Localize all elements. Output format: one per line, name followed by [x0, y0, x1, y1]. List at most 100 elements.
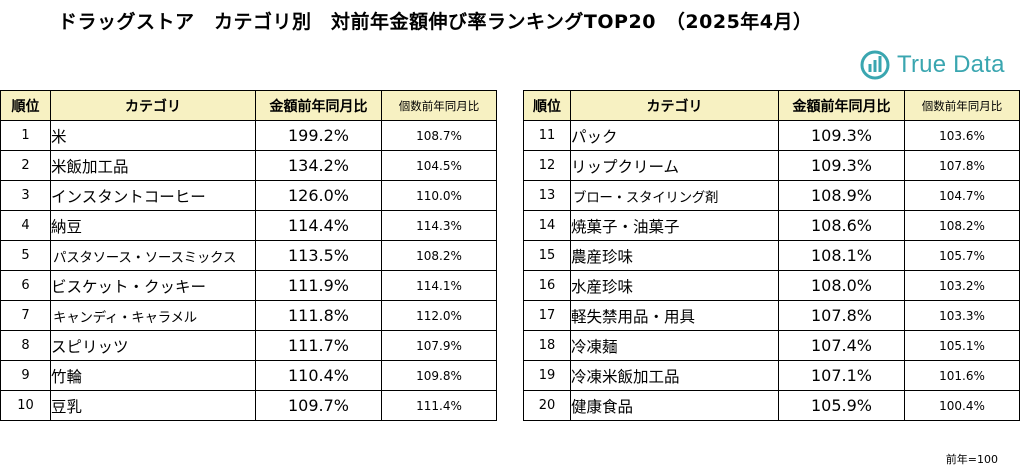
rank-cell: 1 [0, 120, 51, 151]
table-row: 13 ブロー・スタイリング剤 108.9% 104.7% [523, 180, 1020, 211]
category-cell: ブロー・スタイリング剤 [570, 180, 779, 211]
rank-cell: 6 [0, 270, 51, 301]
table-row: 9 竹輪 110.4% 109.8% [0, 360, 497, 391]
category-cell: 冷凍麺 [570, 330, 779, 361]
amount-yoy-cell: 109.3% [778, 150, 905, 181]
table-row: 5 パスタソース・ソースミックス 113.5% 108.2% [0, 240, 497, 271]
amount-yoy-cell: 108.1% [778, 240, 905, 271]
count-yoy-cell: 108.7% [381, 120, 497, 151]
category-cell: 米 [50, 120, 256, 151]
amount-yoy-cell: 107.1% [778, 360, 905, 391]
count-yoy-cell: 108.2% [904, 210, 1020, 241]
table-row: 16 水産珍味 108.0% 103.2% [523, 270, 1020, 301]
amount-yoy-cell: 107.4% [778, 330, 905, 361]
amount-yoy-cell: 108.0% [778, 270, 905, 301]
count-yoy-cell: 104.7% [904, 180, 1020, 211]
rank-cell: 19 [523, 360, 571, 391]
amount-yoy-cell: 114.4% [255, 210, 382, 241]
count-yoy-cell: 105.7% [904, 240, 1020, 271]
rank-cell: 15 [523, 240, 571, 271]
category-cell: 米飯加工品 [50, 150, 256, 181]
header-count-yoy: 個数前年同月比 [904, 90, 1020, 121]
table-row: 10 豆乳 109.7% 111.4% [0, 390, 497, 421]
amount-yoy-cell: 126.0% [255, 180, 382, 211]
page-title: ドラッグストア カテゴリ別 対前年金額伸び率ランキングTOP20 （2025年4… [58, 11, 813, 33]
table-row: 19 冷凍米飯加工品 107.1% 101.6% [523, 360, 1020, 391]
table-row: 3 インスタントコーヒー 126.0% 110.0% [0, 180, 497, 211]
rank-cell: 8 [0, 330, 51, 361]
category-cell: 農産珍味 [570, 240, 779, 271]
footnote: 前年=100 [945, 453, 998, 466]
table-header-row: 順位 カテゴリ 金額前年同月比 個数前年同月比 [523, 90, 1020, 121]
category-cell: インスタントコーヒー [50, 180, 256, 211]
count-yoy-cell: 105.1% [904, 330, 1020, 361]
count-yoy-cell: 109.8% [381, 360, 497, 391]
category-cell: 納豆 [50, 210, 256, 241]
rank-cell: 10 [0, 390, 51, 421]
amount-yoy-cell: 109.7% [255, 390, 382, 421]
rank-cell: 5 [0, 240, 51, 271]
count-yoy-cell: 104.5% [381, 150, 497, 181]
header-category: カテゴリ [570, 90, 779, 121]
count-yoy-cell: 108.2% [381, 240, 497, 271]
table-header-row: 順位 カテゴリ 金額前年同月比 個数前年同月比 [0, 90, 497, 121]
count-yoy-cell: 101.6% [904, 360, 1020, 391]
ranking-table-right: 順位 カテゴリ 金額前年同月比 個数前年同月比 11 パック 109.3% 103.6… [523, 90, 1020, 421]
count-yoy-cell: 114.1% [381, 270, 497, 301]
category-cell: スピリッツ [50, 330, 256, 361]
count-yoy-cell: 100.4% [904, 390, 1020, 421]
count-yoy-cell: 103.3% [904, 300, 1020, 331]
rank-cell: 4 [0, 210, 51, 241]
table-row: 11 パック 109.3% 103.6% [523, 120, 1020, 151]
table-row: 12 リップクリーム 109.3% 107.8% [523, 150, 1020, 181]
category-cell: ビスケット・クッキー [50, 270, 256, 301]
count-yoy-cell: 103.2% [904, 270, 1020, 301]
table-row: 20 健康食品 105.9% 100.4% [523, 390, 1020, 421]
count-yoy-cell: 114.3% [381, 210, 497, 241]
rank-cell: 11 [523, 120, 571, 151]
table-row: 18 冷凍麺 107.4% 105.1% [523, 330, 1020, 361]
header-rank: 順位 [523, 90, 571, 121]
table-row: 7 キャンディ・キャラメル 111.8% 112.0% [0, 300, 497, 331]
amount-yoy-cell: 111.7% [255, 330, 382, 361]
count-yoy-cell: 111.4% [381, 390, 497, 421]
header-count-yoy: 個数前年同月比 [381, 90, 497, 121]
table-row: 8 スピリッツ 111.7% 107.9% [0, 330, 497, 361]
amount-yoy-cell: 113.5% [255, 240, 382, 271]
amount-yoy-cell: 107.8% [778, 300, 905, 331]
category-cell: 水産珍味 [570, 270, 779, 301]
count-yoy-cell: 103.6% [904, 120, 1020, 151]
count-yoy-cell: 107.9% [381, 330, 497, 361]
amount-yoy-cell: 111.9% [255, 270, 382, 301]
table-row: 2 米飯加工品 134.2% 104.5% [0, 150, 497, 181]
brand-logo: True Data [860, 49, 1005, 81]
table-row: 17 軽失禁用品・用具 107.8% 103.3% [523, 300, 1020, 331]
rank-cell: 2 [0, 150, 51, 181]
amount-yoy-cell: 108.6% [778, 210, 905, 241]
table-row: 6 ビスケット・クッキー 111.9% 114.1% [0, 270, 497, 301]
rank-cell: 14 [523, 210, 571, 241]
header-rank: 順位 [0, 90, 51, 121]
table-row: 1 米 199.2% 108.7% [0, 120, 497, 151]
category-cell: 竹輪 [50, 360, 256, 391]
count-yoy-cell: 107.8% [904, 150, 1020, 181]
table-row: 15 農産珍味 108.1% 105.7% [523, 240, 1020, 271]
count-yoy-cell: 112.0% [381, 300, 497, 331]
category-cell: キャンディ・キャラメル [50, 300, 256, 331]
category-cell: 健康食品 [570, 390, 779, 421]
rank-cell: 12 [523, 150, 571, 181]
rank-cell: 17 [523, 300, 571, 331]
category-cell: 軽失禁用品・用具 [570, 300, 779, 331]
bar-chart-circle-icon [860, 50, 890, 80]
category-cell: パック [570, 120, 779, 151]
amount-yoy-cell: 111.8% [255, 300, 382, 331]
category-cell: 焼菓子・油菓子 [570, 210, 779, 241]
ranking-table-left: 順位 カテゴリ 金額前年同月比 個数前年同月比 1 米 199.2% 108.7% 2 米… [0, 90, 497, 421]
rank-cell: 3 [0, 180, 51, 211]
rank-cell: 20 [523, 390, 571, 421]
category-cell: 豆乳 [50, 390, 256, 421]
count-yoy-cell: 110.0% [381, 180, 497, 211]
rank-cell: 9 [0, 360, 51, 391]
table-row: 14 焼菓子・油菓子 108.6% 108.2% [523, 210, 1020, 241]
category-cell: パスタソース・ソースミックス [50, 240, 256, 271]
